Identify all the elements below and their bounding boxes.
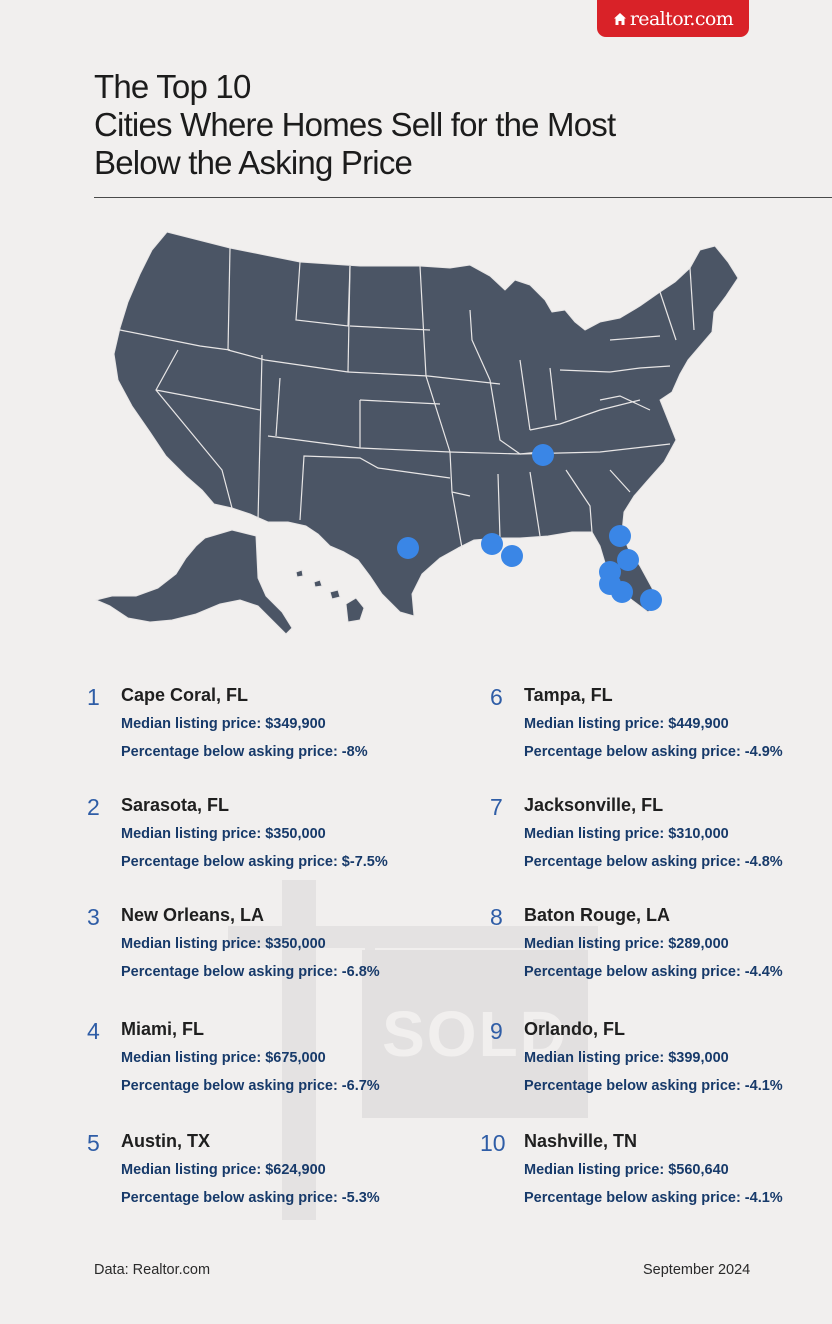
city-name: Cape Coral, FL xyxy=(121,685,249,705)
city-name: Jacksonville, FL xyxy=(524,795,664,815)
city-name: Nashville, TN xyxy=(524,1131,638,1151)
percent-below: Percentage below asking price: -8% xyxy=(121,744,368,760)
page-title: The Top 10 Cities Where Homes Sell for t… xyxy=(94,68,794,182)
percent-below: Percentage below asking price: -6.8% xyxy=(121,964,380,980)
city-name: Tampa, FL xyxy=(524,685,613,705)
marker-austin xyxy=(397,537,419,559)
marker-cape-coral xyxy=(611,581,633,603)
percent-below: Percentage below asking price: -6.7% xyxy=(121,1078,380,1094)
rank-number: 4 xyxy=(87,1018,100,1044)
city-name: New Orleans, LA xyxy=(121,905,265,925)
city-name: Sarasota, FL xyxy=(121,795,230,815)
percent-below: Percentage below asking price: -4.9% xyxy=(524,744,783,760)
percent-below: Percentage below asking price: -4.8% xyxy=(524,854,783,870)
city-markers xyxy=(397,444,662,611)
us-map xyxy=(95,231,739,635)
marker-miami xyxy=(640,589,662,611)
rank-number: 1 xyxy=(87,684,100,710)
realtor-logo[interactable]: realtor.com xyxy=(597,0,749,37)
rank-number: 9 xyxy=(490,1018,503,1044)
data-source: Data: Realtor.com xyxy=(94,1262,211,1278)
hawaii-kauai xyxy=(295,569,304,578)
median-price: Median listing price: $624,900 xyxy=(121,1162,326,1178)
title-line-3: Below the Asking Price xyxy=(94,144,413,181)
median-price: Median listing price: $560,640 xyxy=(524,1162,729,1178)
rank-number: 10 xyxy=(480,1130,506,1156)
marker-new-orleans xyxy=(501,545,523,567)
percent-below: Percentage below asking price: -4.1% xyxy=(524,1078,783,1094)
marker-orlando xyxy=(617,549,639,571)
median-price: Median listing price: $310,000 xyxy=(524,826,729,842)
percent-below: Percentage below asking price: $-7.5% xyxy=(121,854,388,870)
percent-below: Percentage below asking price: -4.1% xyxy=(524,1190,783,1206)
rank-number: 8 xyxy=(490,904,503,930)
marker-nashville xyxy=(532,444,554,466)
median-price: Median listing price: $449,900 xyxy=(524,716,729,732)
median-price: Median listing price: $675,000 xyxy=(121,1050,326,1066)
rank-number: 3 xyxy=(87,904,100,930)
rank-number: 2 xyxy=(87,794,100,820)
title-line-1: The Top 10 xyxy=(94,68,251,105)
logo-text: realtor.com xyxy=(629,7,734,30)
marker-baton-rouge xyxy=(481,533,503,555)
median-price: Median listing price: $399,000 xyxy=(524,1050,729,1066)
rank-number: 5 xyxy=(87,1130,100,1156)
hawaii-maui xyxy=(329,589,341,600)
median-price: Median listing price: $349,900 xyxy=(121,716,326,732)
median-price: Median listing price: $350,000 xyxy=(121,936,326,952)
rank-number: 7 xyxy=(490,794,503,820)
alaska-shape xyxy=(95,529,293,635)
median-price: Median listing price: $350,000 xyxy=(121,826,326,842)
percent-below: Percentage below asking price: -5.3% xyxy=(121,1190,380,1206)
city-name: Austin, TX xyxy=(121,1131,210,1151)
median-price: Median listing price: $289,000 xyxy=(524,936,729,952)
contiguous-us-shape xyxy=(113,231,739,617)
hawaii-oahu xyxy=(313,579,323,588)
percent-below: Percentage below asking price: -4.4% xyxy=(524,964,783,980)
rank-number: 6 xyxy=(490,684,503,710)
report-date: September 2024 xyxy=(643,1262,751,1278)
marker-jacksonville xyxy=(609,525,631,547)
city-name: Miami, FL xyxy=(121,1019,205,1039)
title-line-2: Cities Where Homes Sell for the Most xyxy=(94,106,616,143)
city-name: Baton Rouge, LA xyxy=(524,905,670,925)
city-name: Orlando, FL xyxy=(524,1019,625,1039)
hawaii-big-island xyxy=(345,597,365,623)
title-divider xyxy=(94,197,832,198)
state-borders xyxy=(119,247,695,549)
house-icon xyxy=(613,12,626,25)
